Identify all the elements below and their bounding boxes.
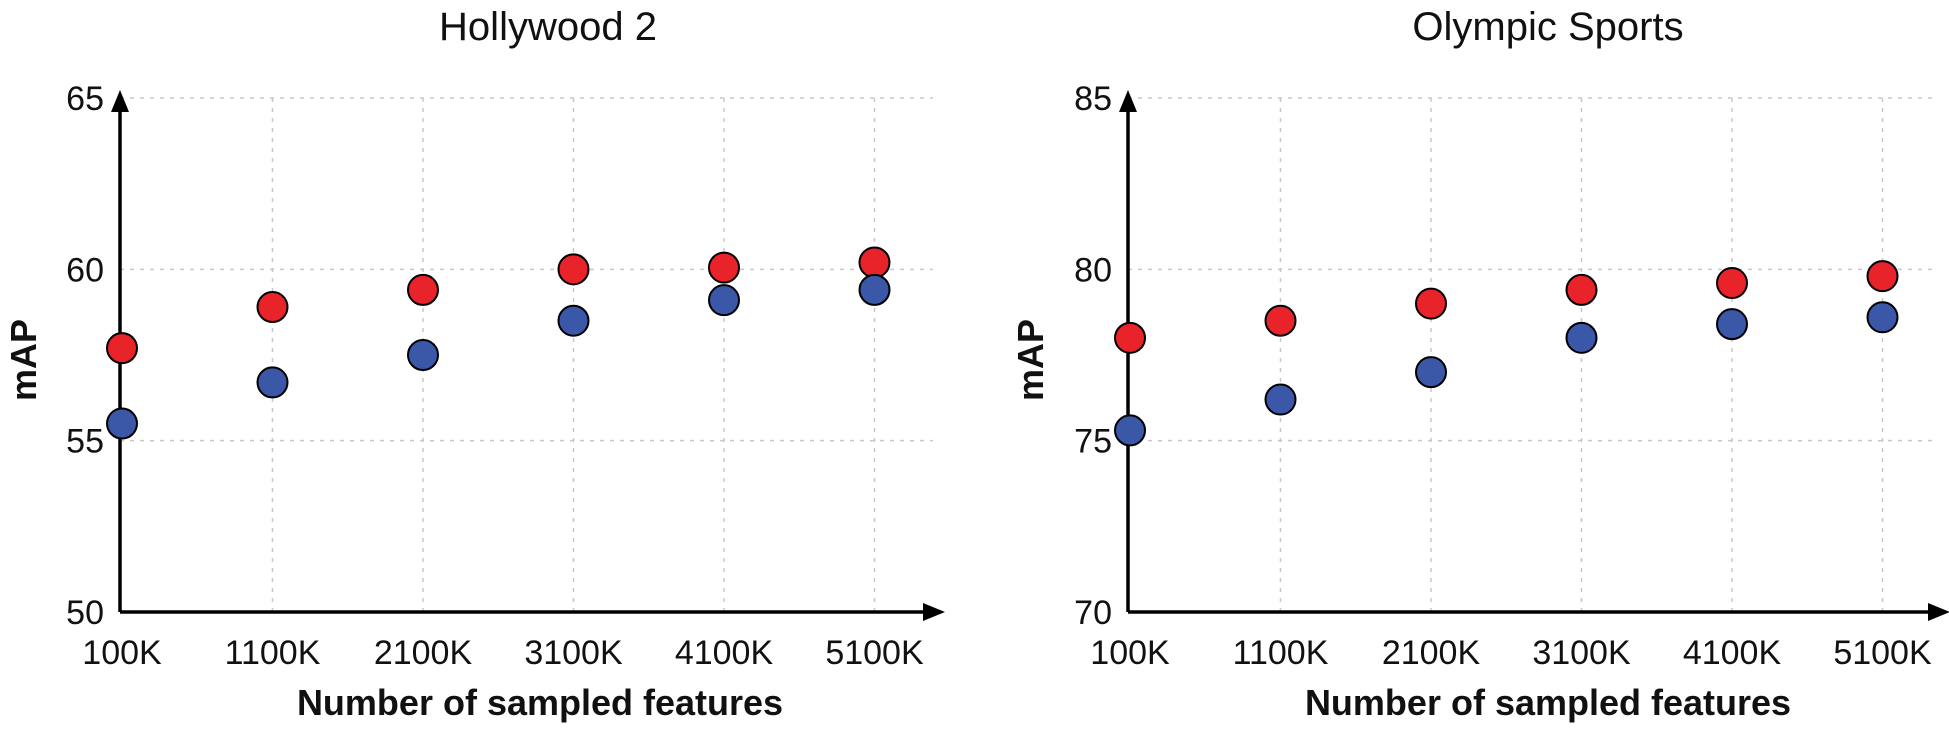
data-point (1264, 383, 1297, 416)
x-tick-label: 100K (1090, 634, 1170, 672)
data-point (407, 273, 439, 306)
data-point (1415, 287, 1447, 320)
y-axis-label: mAP (1010, 319, 1051, 401)
x-tick-label: 5100K (825, 634, 924, 672)
y-tick-label: 80 (1074, 251, 1112, 289)
x-tick-label: 1100K (1233, 634, 1329, 672)
data-point (1716, 308, 1748, 341)
x-axis-arrow (1928, 603, 1949, 621)
data-point (858, 273, 891, 306)
x-tick-label: 4100K (1683, 634, 1782, 672)
data-point (1866, 260, 1899, 293)
x-tick-label: 2100K (1382, 634, 1481, 672)
chart-title: Olympic Sports (1412, 5, 1683, 49)
data-point (1415, 356, 1447, 389)
data-point (1565, 273, 1598, 306)
y-tick-label: 75 (1074, 423, 1112, 461)
data-point (557, 253, 590, 286)
x-axis-label: Number of sampled features (297, 682, 783, 723)
y-tick-label: 55 (66, 423, 104, 461)
data-point (1716, 267, 1748, 300)
data-point (1565, 321, 1598, 354)
data-point (1114, 414, 1146, 447)
chart-title: Hollywood 2 (439, 5, 657, 49)
y-tick-label: 85 (1074, 80, 1112, 118)
data-point (106, 332, 138, 365)
data-point (407, 339, 439, 371)
x-tick-label: 3100K (524, 634, 623, 672)
y-tick-label: 50 (66, 594, 104, 632)
data-point (708, 251, 740, 284)
chart-panel-olympic-sports: Olympic Sports mAP Number of sampled fea… (1010, 5, 1949, 723)
data-point (256, 366, 289, 399)
data-point (256, 291, 289, 324)
x-tick-label: 4100K (675, 634, 774, 672)
y-axis-arrow (1119, 90, 1137, 112)
y-axis-arrow (111, 90, 129, 112)
data-point (858, 246, 891, 279)
x-axis-arrow (923, 603, 945, 621)
x-tick-label: 1100K (225, 634, 321, 672)
data-point (106, 407, 138, 440)
x-tick-label: 5100K (1833, 634, 1932, 672)
x-tick-label: 3100K (1532, 634, 1631, 672)
y-tick-label: 60 (66, 251, 104, 289)
y-axis-label: mAP (3, 319, 44, 401)
x-tick-label: 2100K (374, 634, 473, 672)
chart-panel-hollywood2: Hollywood 2 mAP Number of sampled featur… (3, 5, 945, 723)
data-point (1264, 304, 1297, 337)
x-tick-label: 100K (82, 634, 162, 672)
y-tick-label: 70 (1074, 594, 1112, 632)
data-point (708, 284, 740, 317)
data-point (1866, 301, 1899, 334)
y-tick-label: 65 (66, 80, 104, 118)
x-axis-label: Number of sampled features (1305, 682, 1791, 723)
data-point (557, 304, 590, 337)
data-point (1114, 321, 1146, 354)
